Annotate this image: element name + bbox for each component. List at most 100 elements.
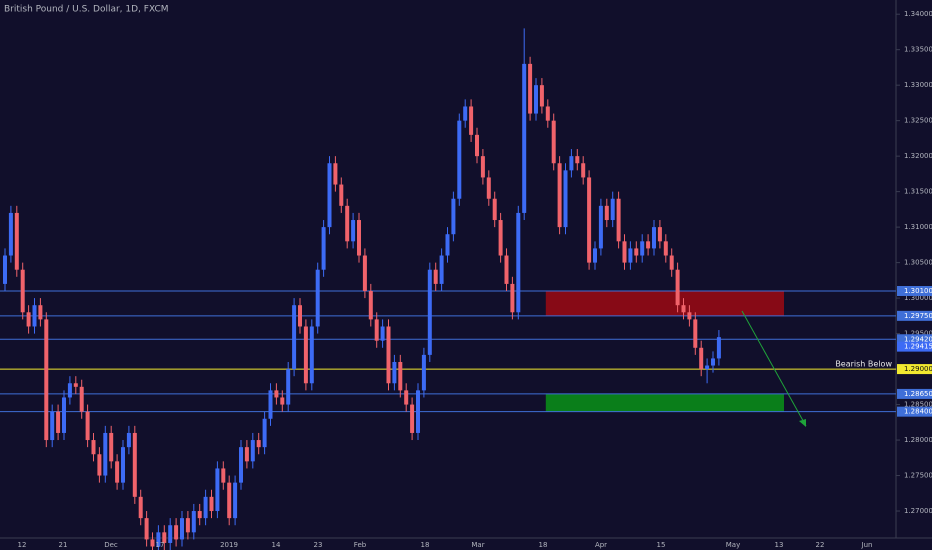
x-tick-label: May [726, 541, 740, 549]
candle-body [534, 85, 538, 114]
candle-body [675, 269, 680, 306]
x-tick-label: Feb [354, 541, 367, 549]
candle-body [374, 319, 379, 341]
candle-body [180, 518, 184, 540]
level-label: 1.29750 [904, 312, 932, 320]
candle-body [716, 337, 721, 359]
candle-body [144, 518, 149, 540]
last-price-label-box [897, 341, 932, 352]
y-tick-label: 1.33500 [904, 46, 932, 54]
level-label-box [897, 406, 932, 417]
candle-body [616, 198, 621, 242]
candle-body [62, 397, 66, 433]
level-label-box [897, 388, 932, 399]
candle-body [705, 365, 710, 370]
candle-body [274, 390, 279, 398]
candle-body [522, 63, 527, 213]
candle-body [427, 269, 432, 355]
candle-body [3, 255, 7, 284]
x-tick-label: 2019 [220, 541, 238, 549]
x-tick-label: 18 [539, 541, 548, 549]
candle-body [581, 163, 586, 178]
y-tick-label: 1.32500 [904, 117, 932, 125]
candle-body [362, 255, 367, 292]
candle-body [640, 241, 645, 256]
arrow-head [799, 419, 806, 427]
candle-body [239, 447, 243, 483]
candle-body [498, 220, 503, 256]
y-tick-label: 1.32000 [904, 152, 932, 160]
candle-body [486, 177, 491, 199]
annotation: Bearish Below [835, 360, 892, 369]
y-tick-label: 1.31000 [904, 223, 932, 231]
candle-body [563, 170, 568, 228]
candle-body [504, 255, 509, 284]
candle-body [368, 291, 373, 320]
candle-body [634, 248, 639, 256]
candle-body [404, 390, 409, 405]
level-label: 1.29420 [904, 335, 932, 343]
candle-body [91, 440, 96, 455]
candle-body [191, 511, 196, 533]
candle-body [215, 468, 220, 512]
candle-body [622, 241, 627, 263]
candle-body [298, 305, 302, 327]
plot [0, 28, 896, 550]
y-tick-label: 1.34000 [904, 10, 932, 18]
candle-body [469, 106, 474, 135]
candle-body [557, 163, 562, 228]
candle-body [457, 120, 462, 199]
candle-body [280, 397, 285, 405]
candle-body [50, 411, 55, 441]
candle-body [510, 283, 515, 313]
candle-body [463, 106, 468, 121]
candle-body [398, 361, 403, 391]
candle-body [539, 85, 544, 107]
x-tick-label: 14 [272, 541, 281, 549]
candle-body [8, 212, 13, 256]
candle-body [628, 248, 633, 263]
candle-body [203, 496, 208, 519]
candle-body [20, 269, 25, 313]
zone [545, 291, 784, 316]
candle-body [551, 120, 556, 164]
candle-body [669, 255, 674, 270]
candle-body [56, 411, 61, 433]
candle-body [480, 156, 485, 178]
candle-body [79, 386, 84, 412]
candle-body [604, 205, 609, 221]
candle-body [687, 312, 692, 320]
candle-body [345, 205, 350, 242]
candle-body [121, 447, 125, 483]
y-tick-label: 1.27000 [904, 507, 932, 515]
candle-body [292, 305, 297, 370]
candle-body [416, 390, 420, 433]
candle-body [569, 156, 574, 171]
candle-body [321, 227, 326, 270]
candle-body [598, 205, 603, 249]
candle-body [492, 198, 497, 221]
candle-body [185, 518, 190, 533]
candle-body [652, 227, 656, 249]
x-tick-label: Mar [471, 541, 484, 549]
last-price-label: 1.29415 [904, 343, 932, 351]
candle-body [85, 411, 90, 441]
candle-body [250, 440, 255, 462]
candle-body [168, 525, 173, 543]
candle-body [115, 461, 120, 483]
x-tick-label: Apr [595, 541, 607, 549]
candle-body [126, 432, 131, 448]
candle-body [315, 269, 320, 327]
candle-body [327, 163, 332, 228]
candle-body [433, 269, 438, 284]
candle-body [693, 319, 698, 348]
candle-body [593, 248, 597, 263]
candle-body [32, 305, 37, 327]
candle-body [386, 326, 391, 384]
level-label-box [897, 310, 932, 321]
candle-body [575, 156, 580, 164]
candle-body [150, 539, 155, 547]
y-tick-label: 1.28000 [904, 436, 932, 444]
